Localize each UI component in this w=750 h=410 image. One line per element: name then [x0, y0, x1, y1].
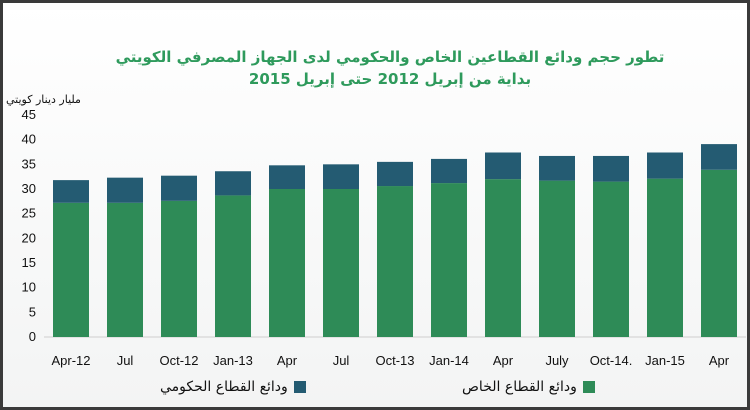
bar-private-sector — [701, 169, 737, 337]
x-tick-label: Jan-15 — [645, 353, 685, 368]
bar-private-sector — [269, 189, 305, 337]
x-tick-label: July — [545, 353, 569, 368]
y-tick-label: 0 — [29, 329, 36, 344]
bar-government-sector — [53, 180, 89, 203]
bar-private-sector — [647, 178, 683, 337]
legend-item-government: ودائع القطاع الحكومي — [160, 378, 306, 396]
bar-government-sector — [269, 165, 305, 189]
chart-title: تطور حجم ودائع القطاعين الخاص والحكومي ل… — [115, 48, 665, 66]
bar-government-sector — [377, 161, 413, 187]
legend-swatch-government — [293, 381, 306, 393]
legend-label-private: ودائع القطاع الخاص — [462, 379, 577, 395]
bar-government-sector — [215, 171, 251, 196]
bar-private-sector — [431, 183, 467, 337]
bar-government-sector — [593, 155, 629, 182]
bar-government-sector — [701, 144, 737, 170]
x-tick-label: Oct-14. — [590, 353, 633, 368]
x-tick-label: Oct-12 — [159, 353, 198, 368]
x-tick-label: Jul — [117, 353, 134, 368]
bar-private-sector — [323, 189, 359, 337]
bar-government-sector — [485, 152, 521, 180]
y-tick-label: 35 — [22, 156, 36, 171]
x-tick-label: Apr — [709, 353, 730, 368]
x-tick-label: Jan-14 — [429, 353, 469, 368]
bar-private-sector — [377, 186, 413, 337]
x-tick-label: Jul — [333, 353, 350, 368]
bar-private-sector — [485, 179, 521, 337]
bar-government-sector — [539, 155, 575, 181]
bar-government-sector — [107, 177, 143, 203]
y-tick-label: 20 — [22, 230, 36, 245]
legend-swatch-private — [582, 381, 595, 393]
bar-private-sector — [215, 195, 251, 337]
x-tick-label: Apr-12 — [51, 353, 90, 368]
bar-private-sector — [593, 181, 629, 337]
bar-government-sector — [161, 175, 197, 201]
chart-subtitle: بداية من إبريل 2012 حتى إبريل 2015 — [248, 70, 532, 88]
y-tick-label: 30 — [22, 181, 36, 196]
y-tick-label: 40 — [22, 132, 36, 147]
y-tick-label: 10 — [22, 280, 36, 295]
bar-private-sector — [161, 200, 197, 337]
x-tick-label: Apr — [493, 353, 514, 368]
y-tick-label: 15 — [22, 255, 36, 270]
y-tick-label: 45 — [22, 107, 36, 122]
x-tick-label: Apr — [277, 353, 298, 368]
bar-private-sector — [539, 180, 575, 337]
y-tick-label: 25 — [22, 206, 36, 221]
bar-private-sector — [53, 202, 89, 337]
y-tick-label: 5 — [29, 304, 36, 319]
bar-government-sector — [647, 152, 683, 179]
bar-government-sector — [323, 164, 359, 189]
x-tick-label: Jan-13 — [213, 353, 253, 368]
y-axis-label: مليار دينار كويتي — [6, 93, 81, 106]
bar-government-sector — [431, 158, 467, 184]
legend-label-government: ودائع القطاع الحكومي — [160, 379, 288, 395]
bar-private-sector — [107, 202, 143, 337]
x-tick-label: Oct-13 — [375, 353, 414, 368]
legend-item-private: ودائع القطاع الخاص — [462, 378, 595, 396]
